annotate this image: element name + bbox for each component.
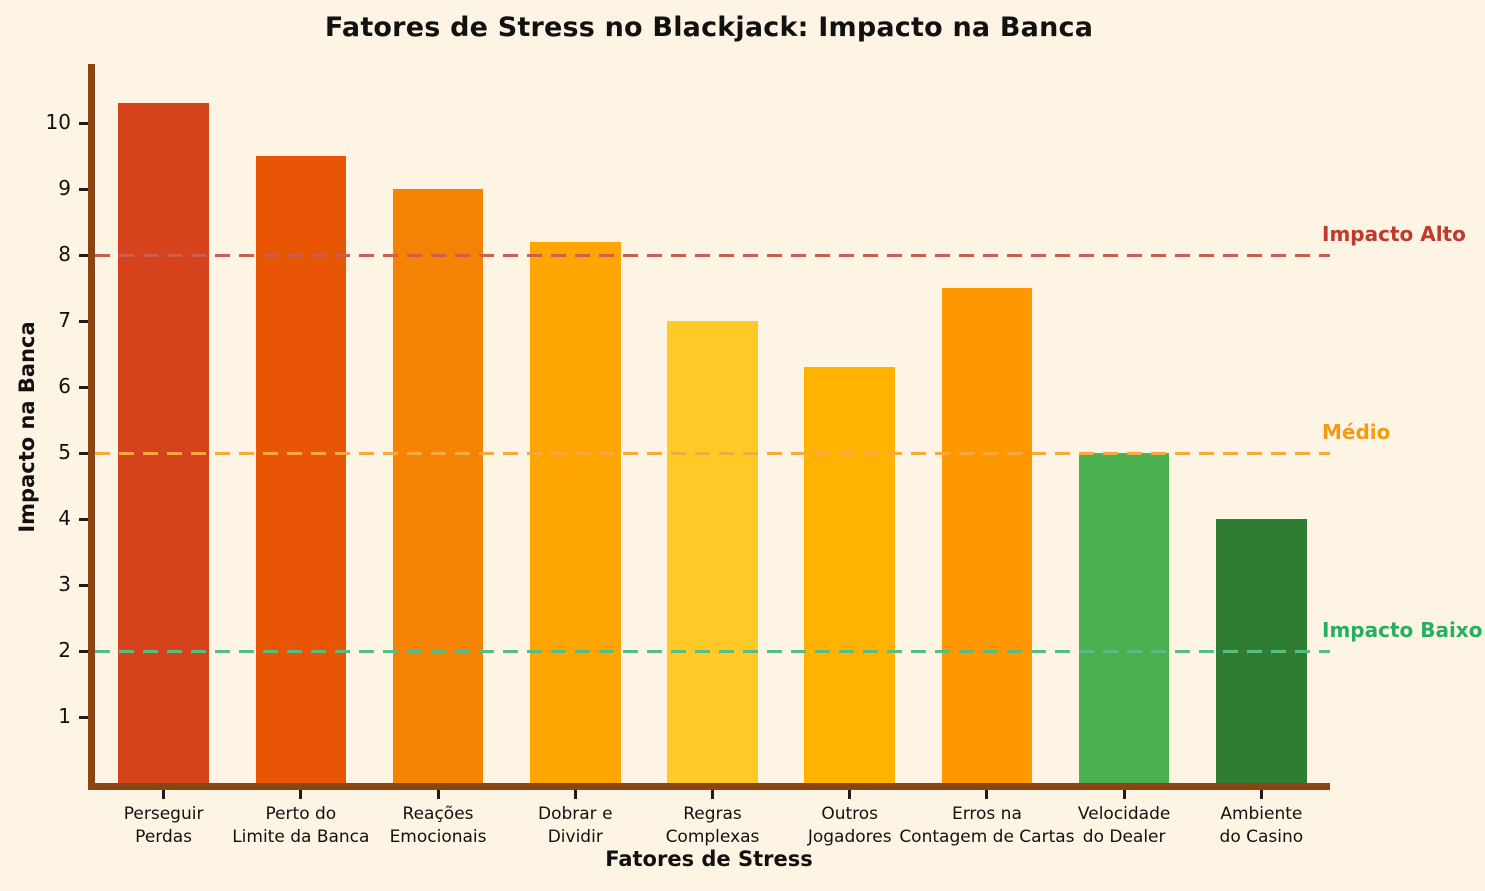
bar-6 [804, 367, 895, 783]
bar-slot: Reações Emocionais [369, 64, 506, 847]
bar-slot: Dobrar e Dividir [507, 64, 644, 847]
x-category-label: Dobrar e Dividir [537, 804, 613, 847]
y-tick-mark [79, 649, 88, 653]
y-tick-mark [79, 385, 88, 389]
x-category-label: Perseguir Perdas [123, 804, 204, 847]
x-category-label: Ambiente do Casino [1219, 804, 1304, 847]
bar-3 [392, 189, 484, 783]
bar-slot: Outros Jogadores [781, 64, 918, 847]
x-tick-mark [573, 790, 577, 799]
x-category-label: Erros na Contagem de Cartas [899, 804, 1075, 847]
bar-7 [941, 288, 1033, 783]
bar-4 [529, 241, 621, 783]
x-tick-mark [985, 790, 989, 799]
plot-area: Perseguir Perdas Perto do Limite da Banca… [46, 64, 1482, 847]
x-axis-label: Fatores de Stress [605, 847, 813, 871]
chart-title: Fatores de Stress no Blackjack: Impacto … [324, 12, 1094, 43]
y-axis-label: Impacto na Banca [15, 321, 39, 533]
y-tick-mark [79, 319, 88, 323]
y-tick-mark [79, 517, 88, 521]
y-tick-label: 10 [45, 110, 71, 134]
y-tick-label: 1 [58, 704, 71, 728]
y-tick-mark [79, 253, 88, 257]
bar-slot: Velocidade do Dealer [1056, 64, 1193, 847]
y-tick-label: 9 [58, 176, 71, 200]
x-tick-mark [1122, 790, 1126, 799]
bar-2 [255, 156, 347, 783]
x-category-label: Outros Jogadores [807, 804, 892, 847]
bars-container: Perseguir Perdas Perto do Limite da Banca… [95, 64, 1330, 847]
x-tick-mark [848, 790, 852, 799]
bar-5 [667, 321, 758, 783]
y-tick-label: 3 [58, 572, 71, 596]
y-tick-label: 5 [58, 440, 71, 464]
x-tick-mark [710, 790, 714, 799]
x-tick-mark [162, 790, 166, 799]
y-axis-ticks: 1 2 3 4 5 6 7 8 9 10 [46, 64, 1330, 783]
reference-line-label: Impacto Alto [1322, 222, 1466, 246]
y-tick-label: 7 [58, 308, 71, 332]
y-tick-label: 8 [58, 242, 71, 266]
x-category-label: Perto do Limite da Banca [232, 804, 370, 847]
x-tick-mark [436, 790, 440, 799]
bar-slot: Regras Complexas [644, 64, 781, 847]
x-tick-mark [1259, 790, 1263, 799]
bar-8 [1078, 453, 1170, 783]
y-tick-label: 4 [58, 506, 71, 530]
y-tick-mark [79, 187, 88, 191]
x-category-label: Velocidade do Dealer [1077, 804, 1171, 847]
bar-slot: Perseguir Perdas [95, 64, 232, 847]
x-category-label: Regras Complexas [665, 804, 760, 847]
x-category-label: Reações Emocionais [389, 804, 487, 847]
y-tick-mark [79, 451, 88, 455]
bar-slot: Erros na Contagem de Cartas [899, 64, 1075, 847]
reference-line-label: Impacto Baixo [1322, 618, 1483, 642]
reference-line-label: Médio [1322, 420, 1391, 444]
y-tick-label: 6 [58, 374, 71, 398]
y-tick-label: 2 [58, 638, 71, 662]
y-tick-mark [79, 121, 88, 125]
y-tick-mark [79, 583, 88, 587]
x-tick-mark [299, 790, 303, 799]
bar-slot: Perto do Limite da Banca [232, 64, 369, 847]
bar-1 [118, 103, 209, 783]
y-tick-mark [79, 715, 88, 719]
